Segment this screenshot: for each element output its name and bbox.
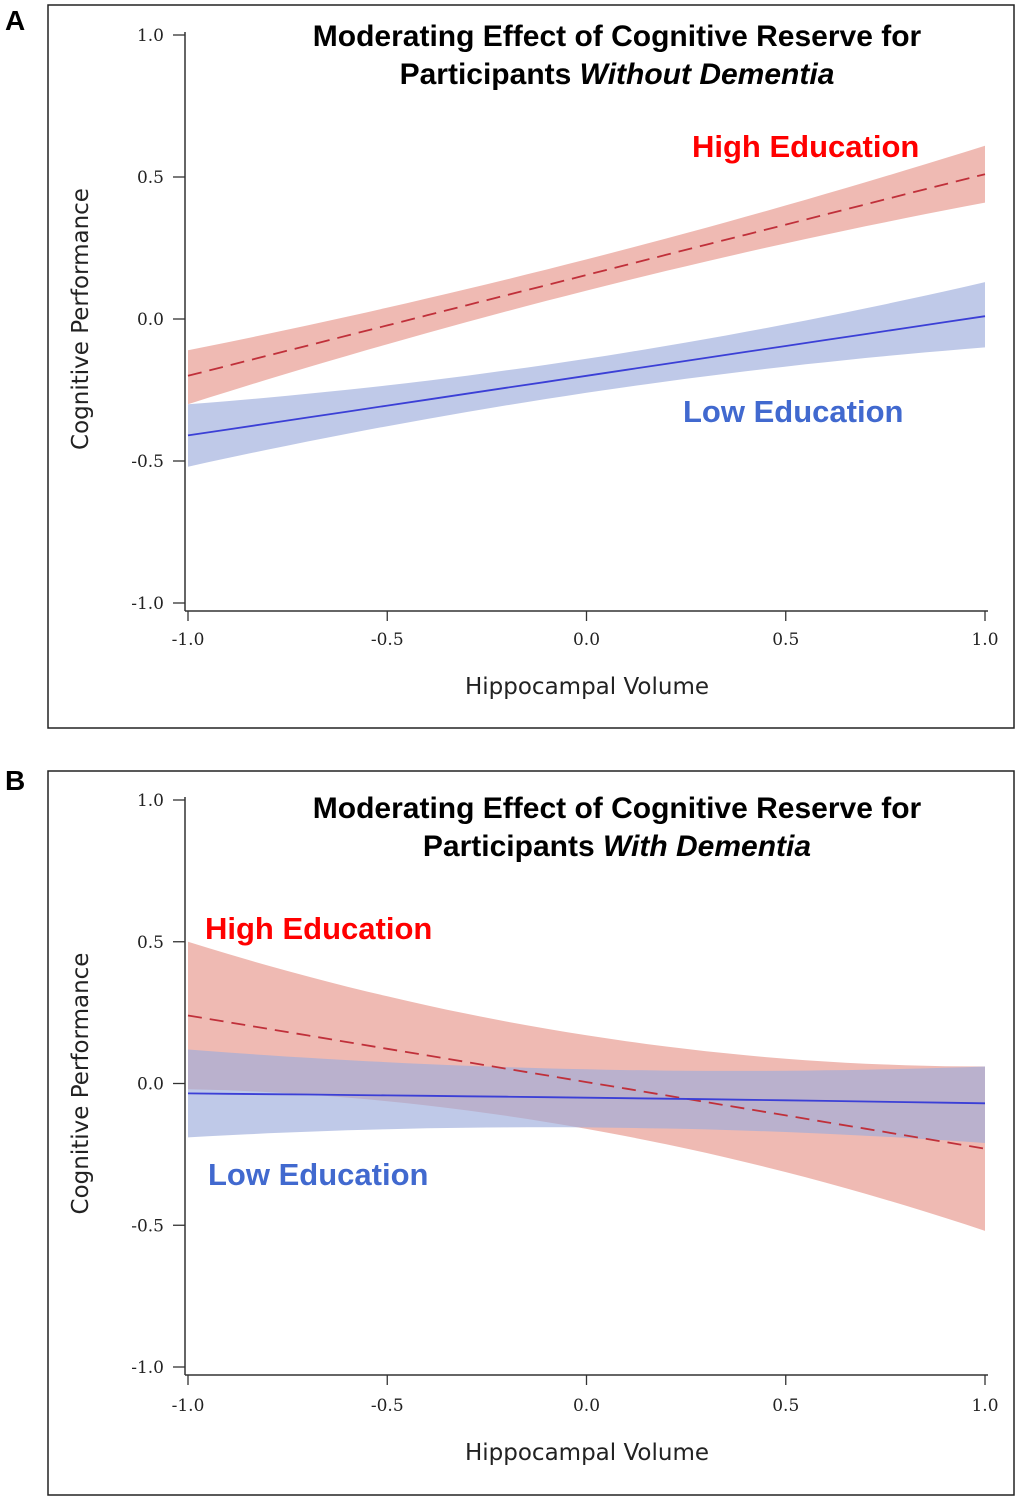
chart-title-line1: Moderating Effect of Cognitive Reserve f…: [313, 20, 922, 53]
x-axis-label: Hippocampal Volume: [465, 674, 709, 700]
chart-title-line2: Participants Without Dementia: [400, 58, 835, 91]
chart-title-line1: Moderating Effect of Cognitive Reserve f…: [313, 792, 922, 825]
chart-title-line2: Participants With Dementia: [423, 830, 811, 863]
y-tick-label: 1.0: [137, 791, 164, 811]
x-tick-label: -0.5: [371, 630, 404, 650]
low-education-ci-band: [188, 282, 985, 467]
y-axis-label: Cognitive Performance: [68, 953, 94, 1215]
y-tick-label: 0.0: [137, 1075, 164, 1095]
y-tick-label: 0.5: [137, 933, 164, 953]
title-italic: Without Dementia: [580, 58, 835, 91]
panel-letter: A: [5, 5, 25, 36]
chart-panel-A: A High Education Low Education 1.0 0.5 0.0 -0.…: [5, 4, 1015, 729]
low-education-label: Low Education: [208, 1157, 428, 1192]
high-education-ci-band: [188, 145, 985, 405]
y-tick-label: -1.0: [131, 594, 164, 614]
title-prefix: Participants: [423, 830, 603, 863]
low-education-ci-band: [188, 1049, 985, 1143]
y-tick-label: -1.0: [131, 1358, 164, 1378]
x-tick-label: -1.0: [172, 1396, 205, 1416]
low-education-line: [187, 315, 986, 437]
low-education-line: [187, 1092, 986, 1105]
high-education-label: High Education: [692, 129, 919, 164]
high-education-line: [187, 173, 986, 377]
high-education-line: [187, 1014, 986, 1150]
y-axis-label: Cognitive Performance: [68, 188, 94, 450]
x-tick-label: -0.5: [371, 1396, 404, 1416]
x-tick-label: 0.0: [573, 1396, 600, 1416]
chart-panel-B: B High Education Low Education 1.0 0.5 0.0 -0.…: [5, 765, 1015, 1496]
y-tick-label: -0.5: [131, 1216, 164, 1236]
x-tick-label: 0.5: [772, 1396, 799, 1416]
y-tick-label: 0.5: [137, 168, 164, 188]
x-axis-label: Hippocampal Volume: [465, 1440, 709, 1466]
low-education-label: Low Education: [683, 394, 903, 429]
x-tick-label: 1.0: [971, 630, 998, 650]
y-tick-label: 1.0: [137, 26, 164, 46]
high-education-label: High Education: [205, 911, 432, 946]
y-tick-label: 0.0: [137, 310, 164, 330]
x-tick-label: 0.0: [573, 630, 600, 650]
x-tick-label: -1.0: [172, 630, 205, 650]
panel-border: [47, 770, 1015, 1496]
panel-border: [47, 4, 1015, 729]
x-tick-label: 0.5: [772, 630, 799, 650]
panel-letter: B: [5, 765, 25, 796]
title-italic: With Dementia: [603, 830, 811, 863]
y-tick-label: -0.5: [131, 452, 164, 472]
x-tick-label: 1.0: [971, 1396, 998, 1416]
title-prefix: Participants: [400, 58, 580, 91]
